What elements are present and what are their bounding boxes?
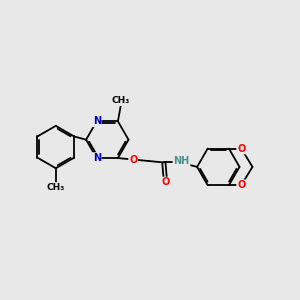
Text: O: O xyxy=(237,143,245,154)
Text: NH: NH xyxy=(173,156,190,166)
Text: O: O xyxy=(129,154,137,164)
Text: CH₃: CH₃ xyxy=(112,96,130,105)
Text: O: O xyxy=(237,180,245,190)
Text: O: O xyxy=(161,178,170,188)
Text: CH₃: CH₃ xyxy=(47,183,65,192)
Text: N: N xyxy=(93,116,101,126)
Text: N: N xyxy=(93,153,101,163)
